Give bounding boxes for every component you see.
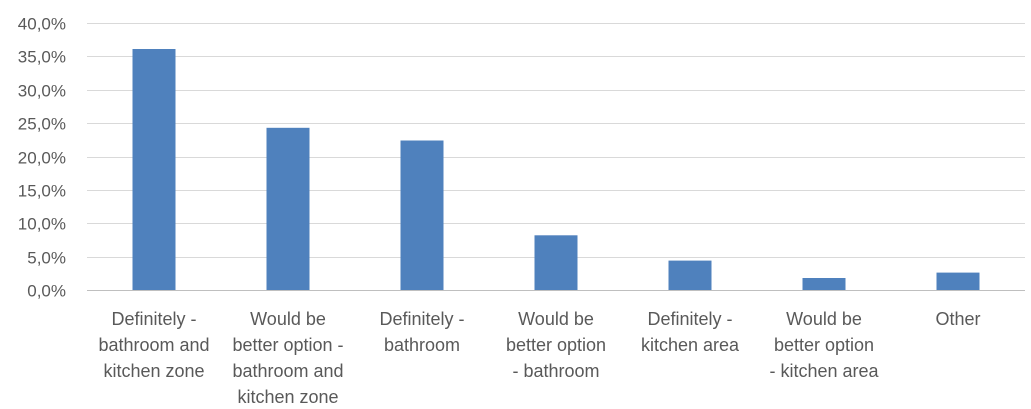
y-axis-tick-labels: 0,0% 5,0% 10,0% 15,0% 20,0% 25,0% 30,0% 35,0% 40… [18,15,66,301]
x-category-label-line: Would be [786,309,862,329]
y-tick-label: 35,0% [18,48,66,67]
x-category-label-line: better option - [232,335,343,355]
x-category-label-line: bathroom and [232,361,343,381]
x-category-label-line: Would be [518,309,594,329]
y-tick-label: 25,0% [18,115,66,134]
x-category-label: Definitely - kitchen area [641,309,740,355]
x-category-label-line: Would be [250,309,326,329]
y-tick-label: 10,0% [18,215,66,234]
bar [400,140,444,290]
bar [802,278,846,290]
y-tick-label: 0,0% [27,282,66,301]
x-category-label: Would be better option - bathroom [506,309,606,381]
bar [534,235,578,290]
x-category-label-line: better option [774,335,874,355]
x-category-label-line: Definitely - [379,309,464,329]
x-category-label-line: kitchen area [641,335,740,355]
x-category-label: Definitely - bathroom [379,309,464,355]
x-category-label: Definitely - bathroom and kitchen zone [98,309,209,381]
x-category-label-line: Definitely - [647,309,732,329]
x-category-label-line: better option [506,335,606,355]
bar [936,272,980,290]
x-axis-category-labels: Definitely -bathroom and kitchen zoneWoul… [98,309,980,407]
gridlines [87,23,1025,258]
x-category-label-line: Definitely - [111,309,196,329]
y-tick-label: 15,0% [18,182,66,201]
bar [132,49,176,290]
y-tick-label: 30,0% [18,82,66,101]
bar [668,260,712,290]
y-tick-label: 5,0% [27,249,66,268]
x-category-label: Would be better option - kitchen area [769,309,879,381]
x-category-label-line: - kitchen area [769,361,879,381]
x-category-label-line: kitchen zone [237,387,338,407]
x-category-label-line: bathroom and [98,335,209,355]
y-tick-label: 40,0% [18,15,66,34]
y-tick-label: 20,0% [18,149,66,168]
bar [266,127,310,290]
x-category-label-line: bathroom [384,335,460,355]
bars [132,49,980,290]
x-category-label-line: kitchen zone [103,361,204,381]
x-category-label: Would be better option - bathroom and kitch… [232,309,343,407]
x-category-label-line: - bathroom [512,361,599,381]
x-category-label: Other [935,309,980,329]
x-category-label-line: Other [935,309,980,329]
